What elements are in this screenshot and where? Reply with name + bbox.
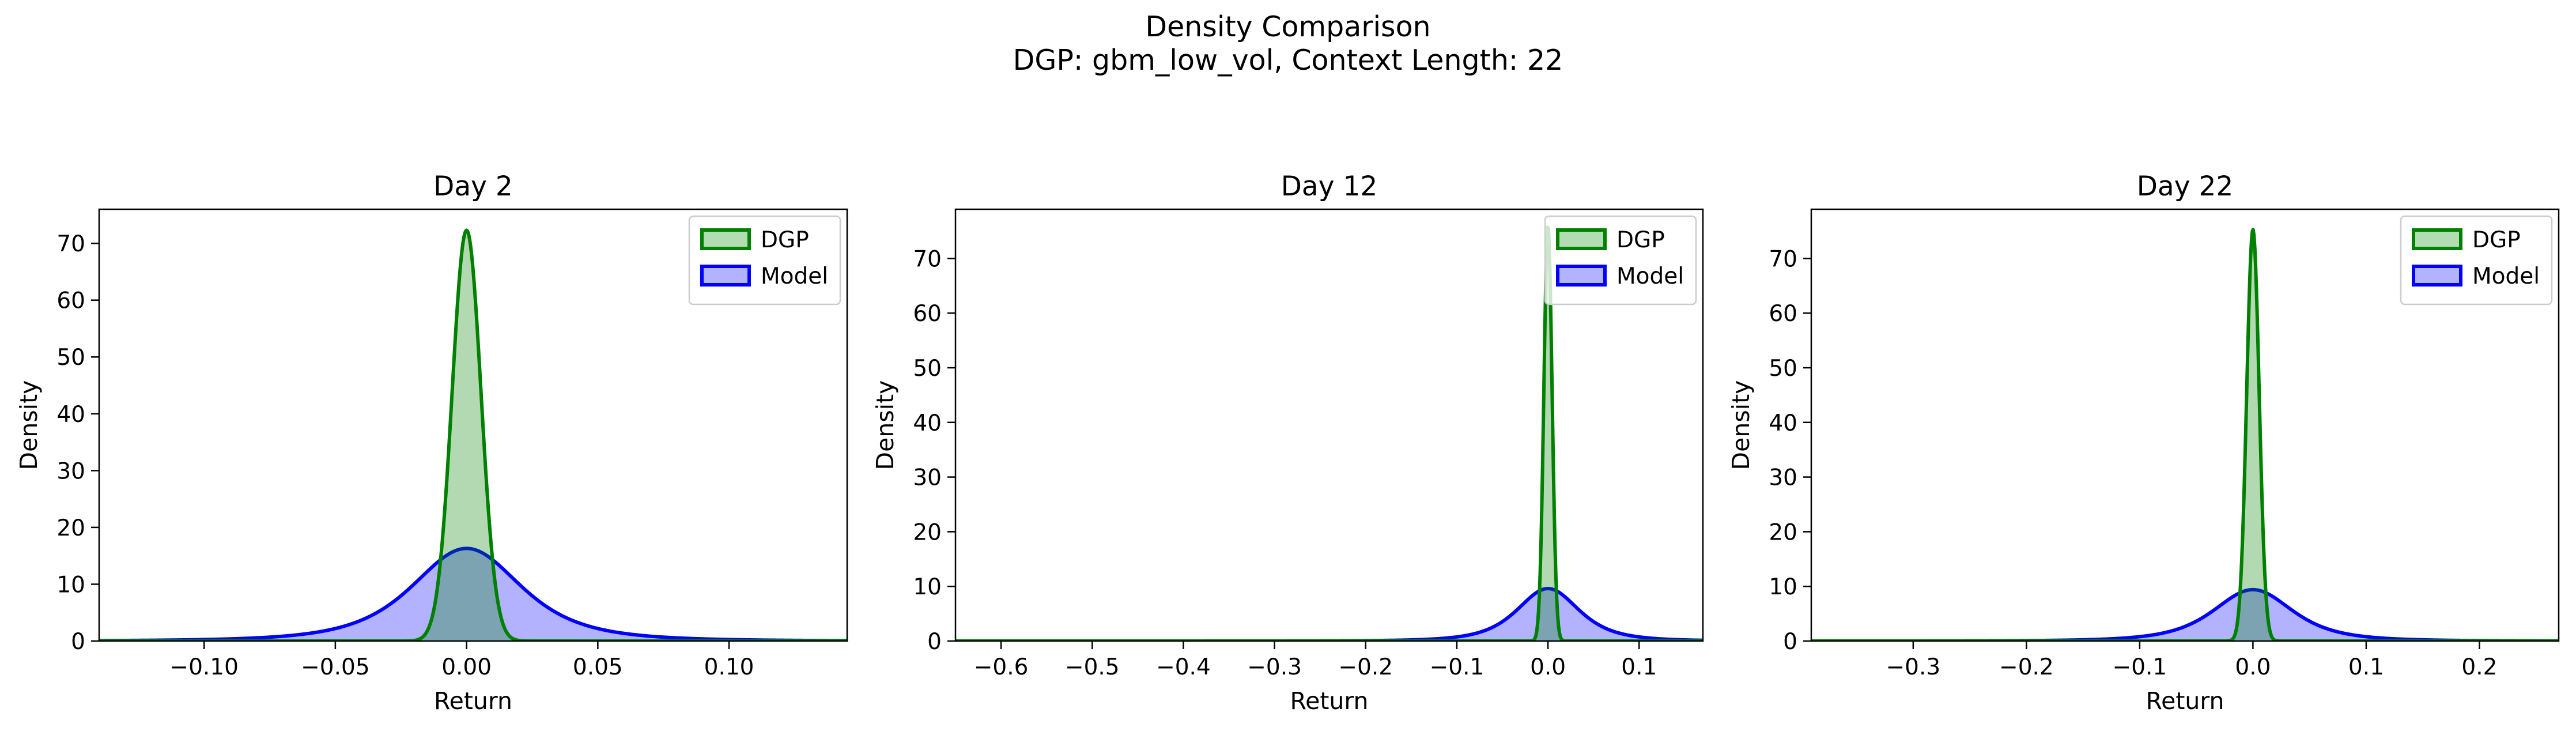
subplot-title: Day 12 [1281, 171, 1378, 202]
y-tick-label: 60 [56, 288, 85, 314]
y-axis-label: Density [1727, 380, 1755, 470]
y-tick-label: 40 [1769, 410, 1797, 436]
dgp-density-line [99, 228, 847, 641]
dgp-legend-label: DGP [1616, 227, 1665, 253]
x-tick-label: −0.6 [974, 654, 1029, 680]
y-tick-label: 20 [56, 515, 85, 541]
x-tick-label: 0.00 [441, 654, 492, 680]
model-legend-label: Model [1616, 263, 1684, 289]
x-axis-label: Return [1290, 687, 1368, 715]
y-tick-label: 10 [1769, 574, 1797, 600]
y-tick-label: 70 [56, 231, 85, 257]
model-legend-swatch [700, 265, 751, 287]
axes-frame [1810, 208, 2560, 642]
legend: DGP Model [2400, 215, 2553, 306]
x-axis-label: Return [434, 687, 512, 715]
y-tick-label: 10 [56, 572, 85, 598]
y-tick-label: 20 [913, 519, 942, 545]
figure-subtitle: DGP: gbm_low_vol, Context Length: 22 [1013, 44, 1563, 77]
model-legend-swatch [1556, 265, 1607, 287]
y-tick-label: 0 [1783, 629, 1797, 655]
y-axis-label: Density [871, 380, 899, 470]
dgp-legend-swatch [2412, 228, 2462, 250]
x-axis-label: Return [2146, 687, 2224, 715]
x-tick-label: 0.0 [1530, 654, 1566, 680]
subplot-day-panel: −0.10 −0.05 0.00 0.05 0.10 0 10 20 30 40 50 60 70 Day… [15, 171, 848, 715]
dgp-legend-label: DGP [761, 227, 809, 253]
x-tick-label: −0.1 [1430, 654, 1485, 680]
y-tick-label: 10 [913, 574, 942, 600]
x-tick-label: 0.0 [2235, 654, 2271, 680]
dgp-legend-swatch [700, 228, 751, 250]
subplot-panels: −0.10 −0.05 0.00 0.05 0.10010203040506070Day… [15, 171, 2560, 715]
plot-area [99, 228, 847, 641]
model-density-fill [99, 548, 847, 641]
dgp-density-fill [99, 230, 847, 641]
y-tick-label: 60 [913, 301, 942, 327]
x-tick-label: −0.2 [1338, 654, 1393, 680]
x-tick-label: −0.1 [2113, 654, 2167, 680]
y-tick-label: 20 [1769, 519, 1797, 545]
y-tick-label: 50 [913, 356, 942, 382]
y-tick-label: 30 [1769, 465, 1797, 491]
model-density-fill [1811, 589, 2559, 641]
axes-frame [98, 208, 848, 642]
x-tick-label: 0.1 [2348, 654, 2384, 680]
y-tick-label: 50 [56, 345, 85, 371]
model-density-fill [955, 588, 1703, 641]
x-tick-label: 0.05 [573, 654, 623, 680]
x-tick-label: −0.2 [1999, 654, 2054, 680]
y-tick-label: 50 [1769, 356, 1797, 382]
x-tick-label: −0.3 [1247, 654, 1302, 680]
x-tick-label: 0.2 [2461, 654, 2497, 680]
legend: DGP Model [1544, 215, 1697, 306]
x-tick-label: −0.10 [169, 654, 239, 680]
y-tick-label: 70 [913, 246, 942, 272]
subplot-title: Day 22 [2137, 171, 2234, 202]
y-tick-label: 40 [56, 402, 85, 428]
legend: DGP Model [688, 215, 841, 306]
axes-frame [954, 208, 1704, 642]
figure-title: Density Comparison [1145, 10, 1430, 43]
x-tick-label: 0.10 [704, 654, 754, 680]
model-legend-label: Model [761, 263, 828, 289]
dgp-legend-label: DGP [2472, 227, 2521, 253]
subplot-day-panel: −0.3 −0.2 −0.1 0.0 0.1 0.2 0 10 20 30 40 50 60 70 Day … [1727, 171, 2560, 715]
y-tick-label: 0 [71, 629, 85, 655]
y-tick-label: 30 [913, 465, 942, 491]
y-tick-label: 40 [913, 410, 942, 436]
y-tick-label: 30 [56, 458, 85, 484]
x-tick-label: −0.5 [1065, 654, 1120, 680]
x-tick-label: −0.4 [1156, 654, 1211, 680]
y-tick-label: 60 [1769, 301, 1797, 327]
dgp-legend-swatch [1556, 228, 1607, 250]
model-legend-label: Model [2472, 263, 2540, 289]
subplot-title: Day 2 [433, 171, 513, 202]
x-tick-label: 0.1 [1621, 654, 1657, 680]
y-axis-label: Density [15, 380, 43, 470]
x-tick-label: −0.05 [301, 654, 370, 680]
y-tick-label: 0 [927, 629, 942, 655]
subplot-day-panel: −0.6 −0.5 −0.4 −0.3 −0.2 −0.1 0.0 0.1 0 10 20 30 40 5… [871, 171, 1704, 715]
model-legend-swatch [2412, 265, 2462, 287]
x-tick-label: −0.3 [1886, 654, 1941, 680]
y-tick-label: 70 [1769, 246, 1797, 272]
